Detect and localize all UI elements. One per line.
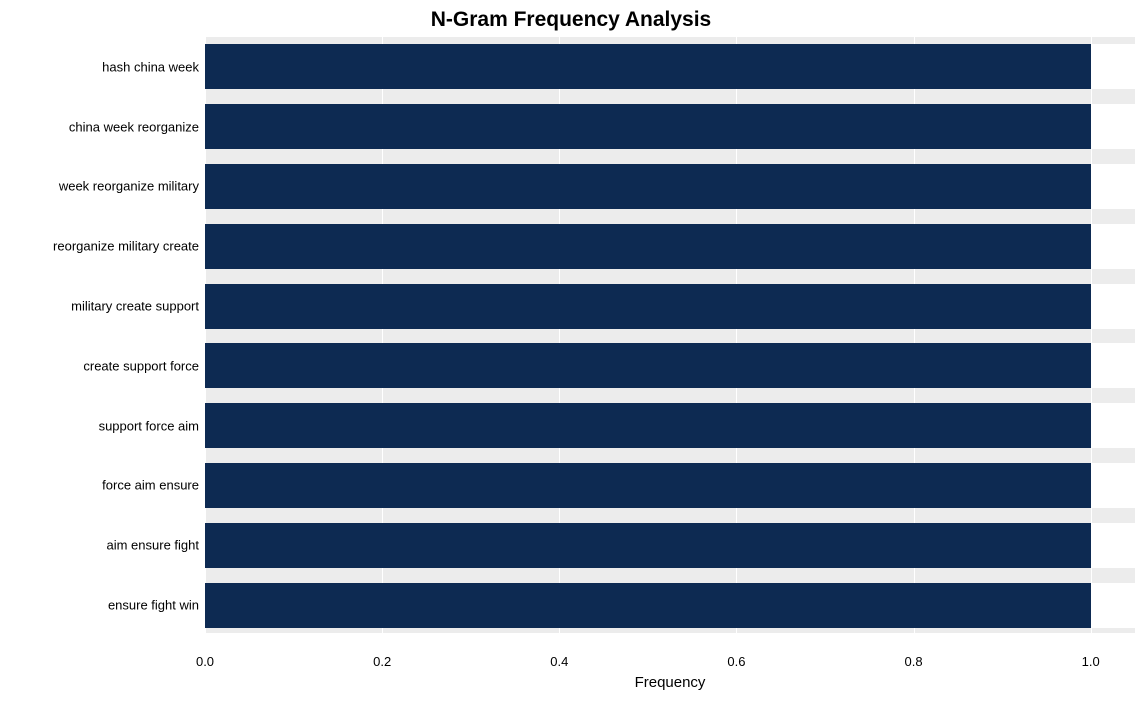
bar [205,463,1091,508]
bar [205,343,1091,388]
ngram-frequency-chart: N-Gram Frequency Analysis hash china wee… [0,0,1142,701]
bar [205,284,1091,329]
chart-title: N-Gram Frequency Analysis [0,8,1142,32]
bar-row: hash china week [205,44,1135,89]
y-tick-label: week reorganize military [59,179,205,194]
y-tick-label: create support force [83,358,205,373]
y-tick-label: reorganize military create [53,239,205,254]
y-tick-label: support force aim [99,418,205,433]
bar [205,104,1091,149]
bar-row: china week reorganize [205,104,1135,149]
x-tick-label: 0.2 [373,654,391,669]
bar-row: reorganize military create [205,224,1135,269]
bar-row: force aim ensure [205,463,1135,508]
y-tick-label: force aim ensure [102,478,205,493]
x-tick-label: 0.4 [550,654,568,669]
bar-row: aim ensure fight [205,523,1135,568]
x-tick-label: 0.6 [727,654,745,669]
bar-row: ensure fight win [205,583,1135,628]
x-axis-label: Frequency [205,674,1135,691]
bar [205,44,1091,89]
y-tick-label: military create support [71,299,205,314]
y-tick-label: ensure fight win [108,598,205,613]
y-tick-label: hash china week [102,59,205,74]
bar [205,583,1091,628]
x-tick-label: 0.0 [196,654,214,669]
y-tick-label: aim ensure fight [107,538,206,553]
plot-area: hash china week china week reorganize week… [205,36,1135,634]
x-tick-label: 1.0 [1082,654,1100,669]
bar-row: week reorganize military [205,164,1135,209]
y-tick-label: china week reorganize [69,119,205,134]
bar-row: military create support [205,284,1135,329]
bar-row: create support force [205,343,1135,388]
bar [205,164,1091,209]
bar [205,403,1091,448]
bar [205,224,1091,269]
bar [205,523,1091,568]
bar-row: support force aim [205,403,1135,448]
x-tick-label: 0.8 [905,654,923,669]
